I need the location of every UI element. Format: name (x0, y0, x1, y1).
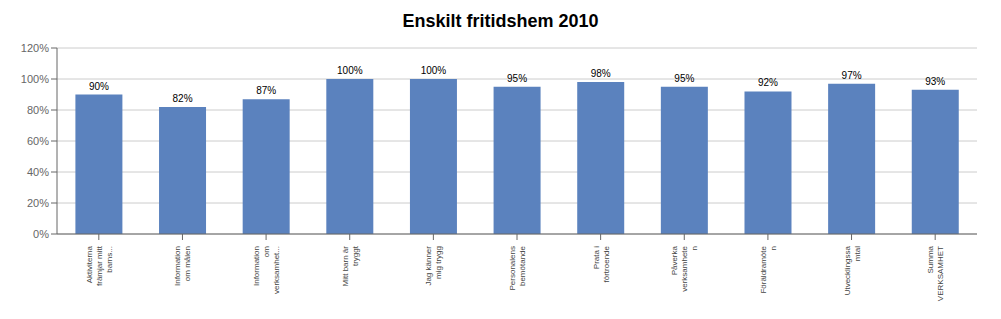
svg-text:100%: 100% (337, 65, 363, 76)
svg-text:Informationomverksamhet...: Informationomverksamhet... (252, 246, 281, 294)
svg-text:120%: 120% (21, 42, 49, 54)
svg-text:100%: 100% (21, 73, 49, 85)
svg-text:87%: 87% (256, 85, 276, 96)
svg-text:0%: 0% (33, 228, 49, 240)
svg-text:Personalensbemötande: Personalensbemötande (508, 245, 527, 290)
svg-text:100%: 100% (421, 65, 447, 76)
svg-text:Föräldramöten: Föräldramöten (759, 245, 778, 293)
svg-text:92%: 92% (758, 77, 778, 88)
svg-text:Påverkaverksamheten: Påverkaverksamheten (670, 245, 699, 291)
svg-text:82%: 82% (173, 93, 193, 104)
svg-text:Utvecklingssamtal: Utvecklingssamtal (843, 245, 862, 295)
html-text:Enskilt fritidshem 2010: Enskilt fritidshem 2010 (402, 11, 599, 31)
svg-text:Informationom målen: Informationom målen (173, 246, 192, 286)
svg-text:Prata iförtroende: Prata iförtroende (592, 245, 611, 282)
svg-text:60%: 60% (27, 135, 49, 147)
svg-text:90%: 90% (89, 81, 109, 92)
svg-text:Jag kännermig trygg: Jag kännermig trygg (424, 246, 443, 286)
svg-text:40%: 40% (27, 166, 49, 178)
svg-text:SummaVERKSAMHET: SummaVERKSAMHET (926, 245, 945, 301)
svg-text:20%: 20% (27, 197, 49, 209)
svg-text:95%: 95% (674, 73, 694, 84)
svg-text:97%: 97% (842, 70, 862, 81)
svg-text:95%: 95% (507, 73, 527, 84)
svg-text:Mitt barn ärtryggt: Mitt barn ärtryggt (341, 245, 360, 286)
svg-text:93%: 93% (925, 76, 945, 87)
svg-text:Aktiviternafrämjar mittbarns..: Aktiviternafrämjar mittbarns... (85, 245, 114, 286)
svg-text:98%: 98% (591, 68, 611, 79)
svg-text:80%: 80% (27, 104, 49, 116)
